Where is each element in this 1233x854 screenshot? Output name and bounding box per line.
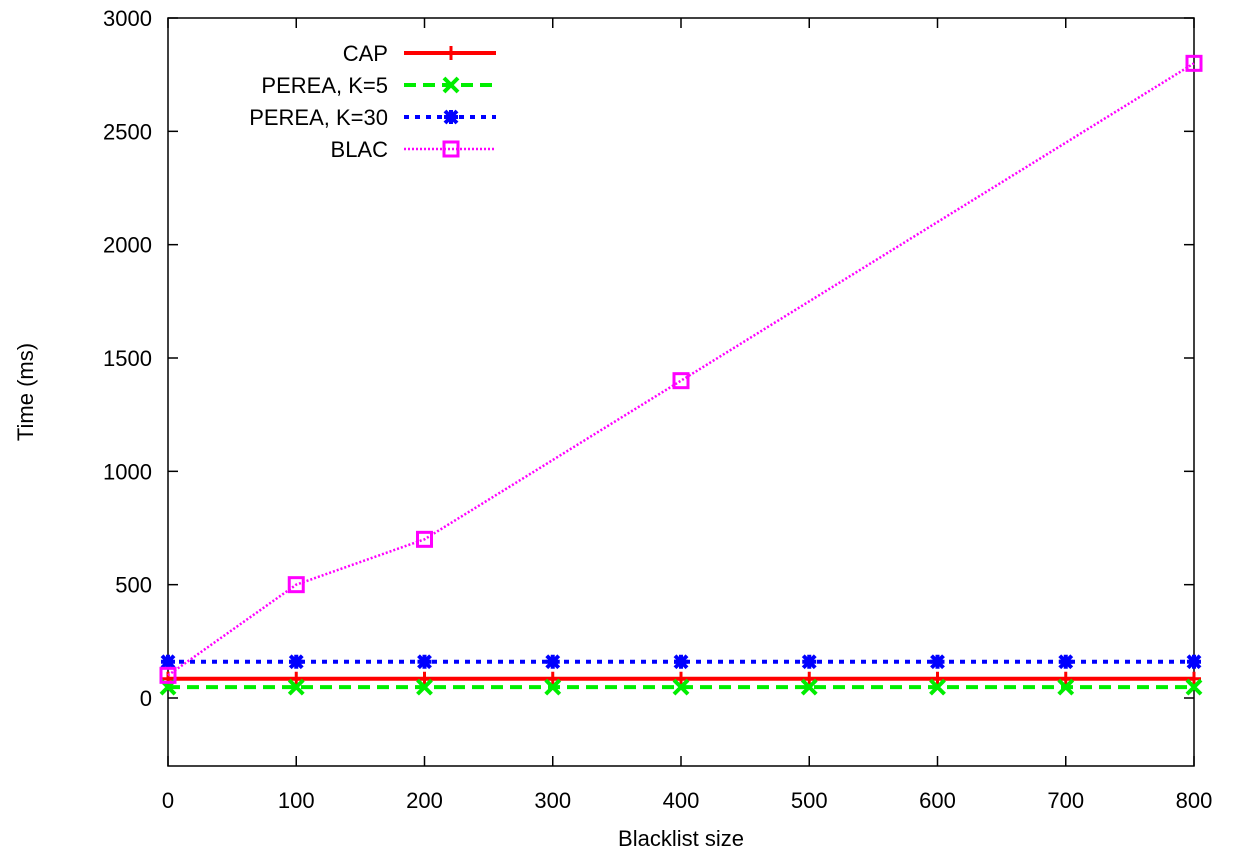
x-axis-title: Blacklist size [618, 826, 744, 851]
x-tick-label-100: 100 [278, 788, 315, 813]
series-0-point-7 [1058, 671, 1073, 686]
x-tick-label-200: 200 [406, 788, 443, 813]
legend-label-0: CAP [343, 41, 388, 66]
x-tick-label-400: 400 [663, 788, 700, 813]
y-axis-title: Time (ms) [13, 343, 38, 441]
y-tick-label-2000: 2000 [103, 233, 152, 258]
series-2 [160, 654, 1202, 670]
series-2-point-0 [160, 654, 176, 670]
series-1-point-6 [929, 678, 946, 696]
series-2-point-1 [288, 654, 304, 670]
series-2-point-7 [1058, 654, 1074, 670]
series-1-point-7 [1057, 678, 1075, 696]
series-2-point-3 [545, 654, 561, 670]
series-2-point-4 [673, 654, 689, 670]
plot-frame [167, 17, 1195, 767]
x-axis: 0 100 200 300 400 500 600 700 800 [162, 18, 1212, 813]
series-1-point-5 [800, 678, 818, 696]
x-tick-label-600: 600 [919, 788, 956, 813]
series-2-point-2 [417, 654, 432, 670]
series-0-point-3 [545, 671, 560, 686]
legend-label-1: PEREA, K=5 [261, 73, 388, 98]
series-1-point-8 [1185, 678, 1203, 696]
x-tick-label-0: 0 [162, 788, 174, 813]
y-tick-label-1500: 1500 [103, 346, 152, 371]
series-0-point-1 [289, 671, 304, 686]
legend-marker-1 [442, 76, 460, 94]
series-3 [159, 54, 1203, 684]
y-tick-label-500: 500 [115, 573, 152, 598]
legend-label-3: BLAC [331, 137, 389, 162]
series-3-point-0 [159, 666, 177, 684]
legend-marker-2 [443, 109, 459, 125]
series-2-point-5 [801, 654, 817, 670]
series-0-point-8 [1187, 671, 1201, 686]
y-tick-label-0: 0 [140, 686, 152, 711]
y-tick-label-2500: 2500 [103, 119, 152, 144]
series-1-point-1 [287, 678, 305, 696]
legend-label-2: PEREA, K=30 [249, 105, 388, 130]
series-3-point-3 [672, 372, 690, 390]
series-0-point-5 [802, 671, 817, 686]
series-1 [159, 678, 1203, 696]
series-1-point-3 [544, 678, 562, 696]
series-3-point-4 [1185, 54, 1203, 72]
series-2-point-6 [930, 654, 945, 670]
y-axis: 0 500 1000 1500 2000 2500 3000 [103, 6, 1194, 711]
x-tick-label-500: 500 [791, 788, 828, 813]
series-0-point-2 [417, 671, 432, 686]
series-layer [159, 54, 1203, 696]
series-0-point-6 [930, 671, 945, 686]
series-2-point-8 [1186, 654, 1202, 670]
legend-marker-0 [444, 46, 458, 60]
x-tick-label-800: 800 [1176, 788, 1213, 813]
legend: CAP PEREA, K=5 PEREA, K=30 BLAC [249, 41, 496, 162]
y-tick-label-1000: 1000 [103, 459, 152, 484]
series-0 [161, 671, 1201, 686]
series-line-3 [167, 62, 1195, 677]
series-3-point-1 [287, 576, 305, 594]
series-3-point-2 [416, 530, 433, 548]
x-tick-label-300: 300 [534, 788, 571, 813]
legend-marker-3 [442, 140, 460, 158]
series-0-point-4 [674, 671, 688, 686]
series-1-point-4 [672, 678, 690, 696]
series-1-point-2 [416, 678, 433, 696]
x-tick-label-700: 700 [1047, 788, 1084, 813]
y-tick-label-3000: 3000 [103, 6, 152, 31]
